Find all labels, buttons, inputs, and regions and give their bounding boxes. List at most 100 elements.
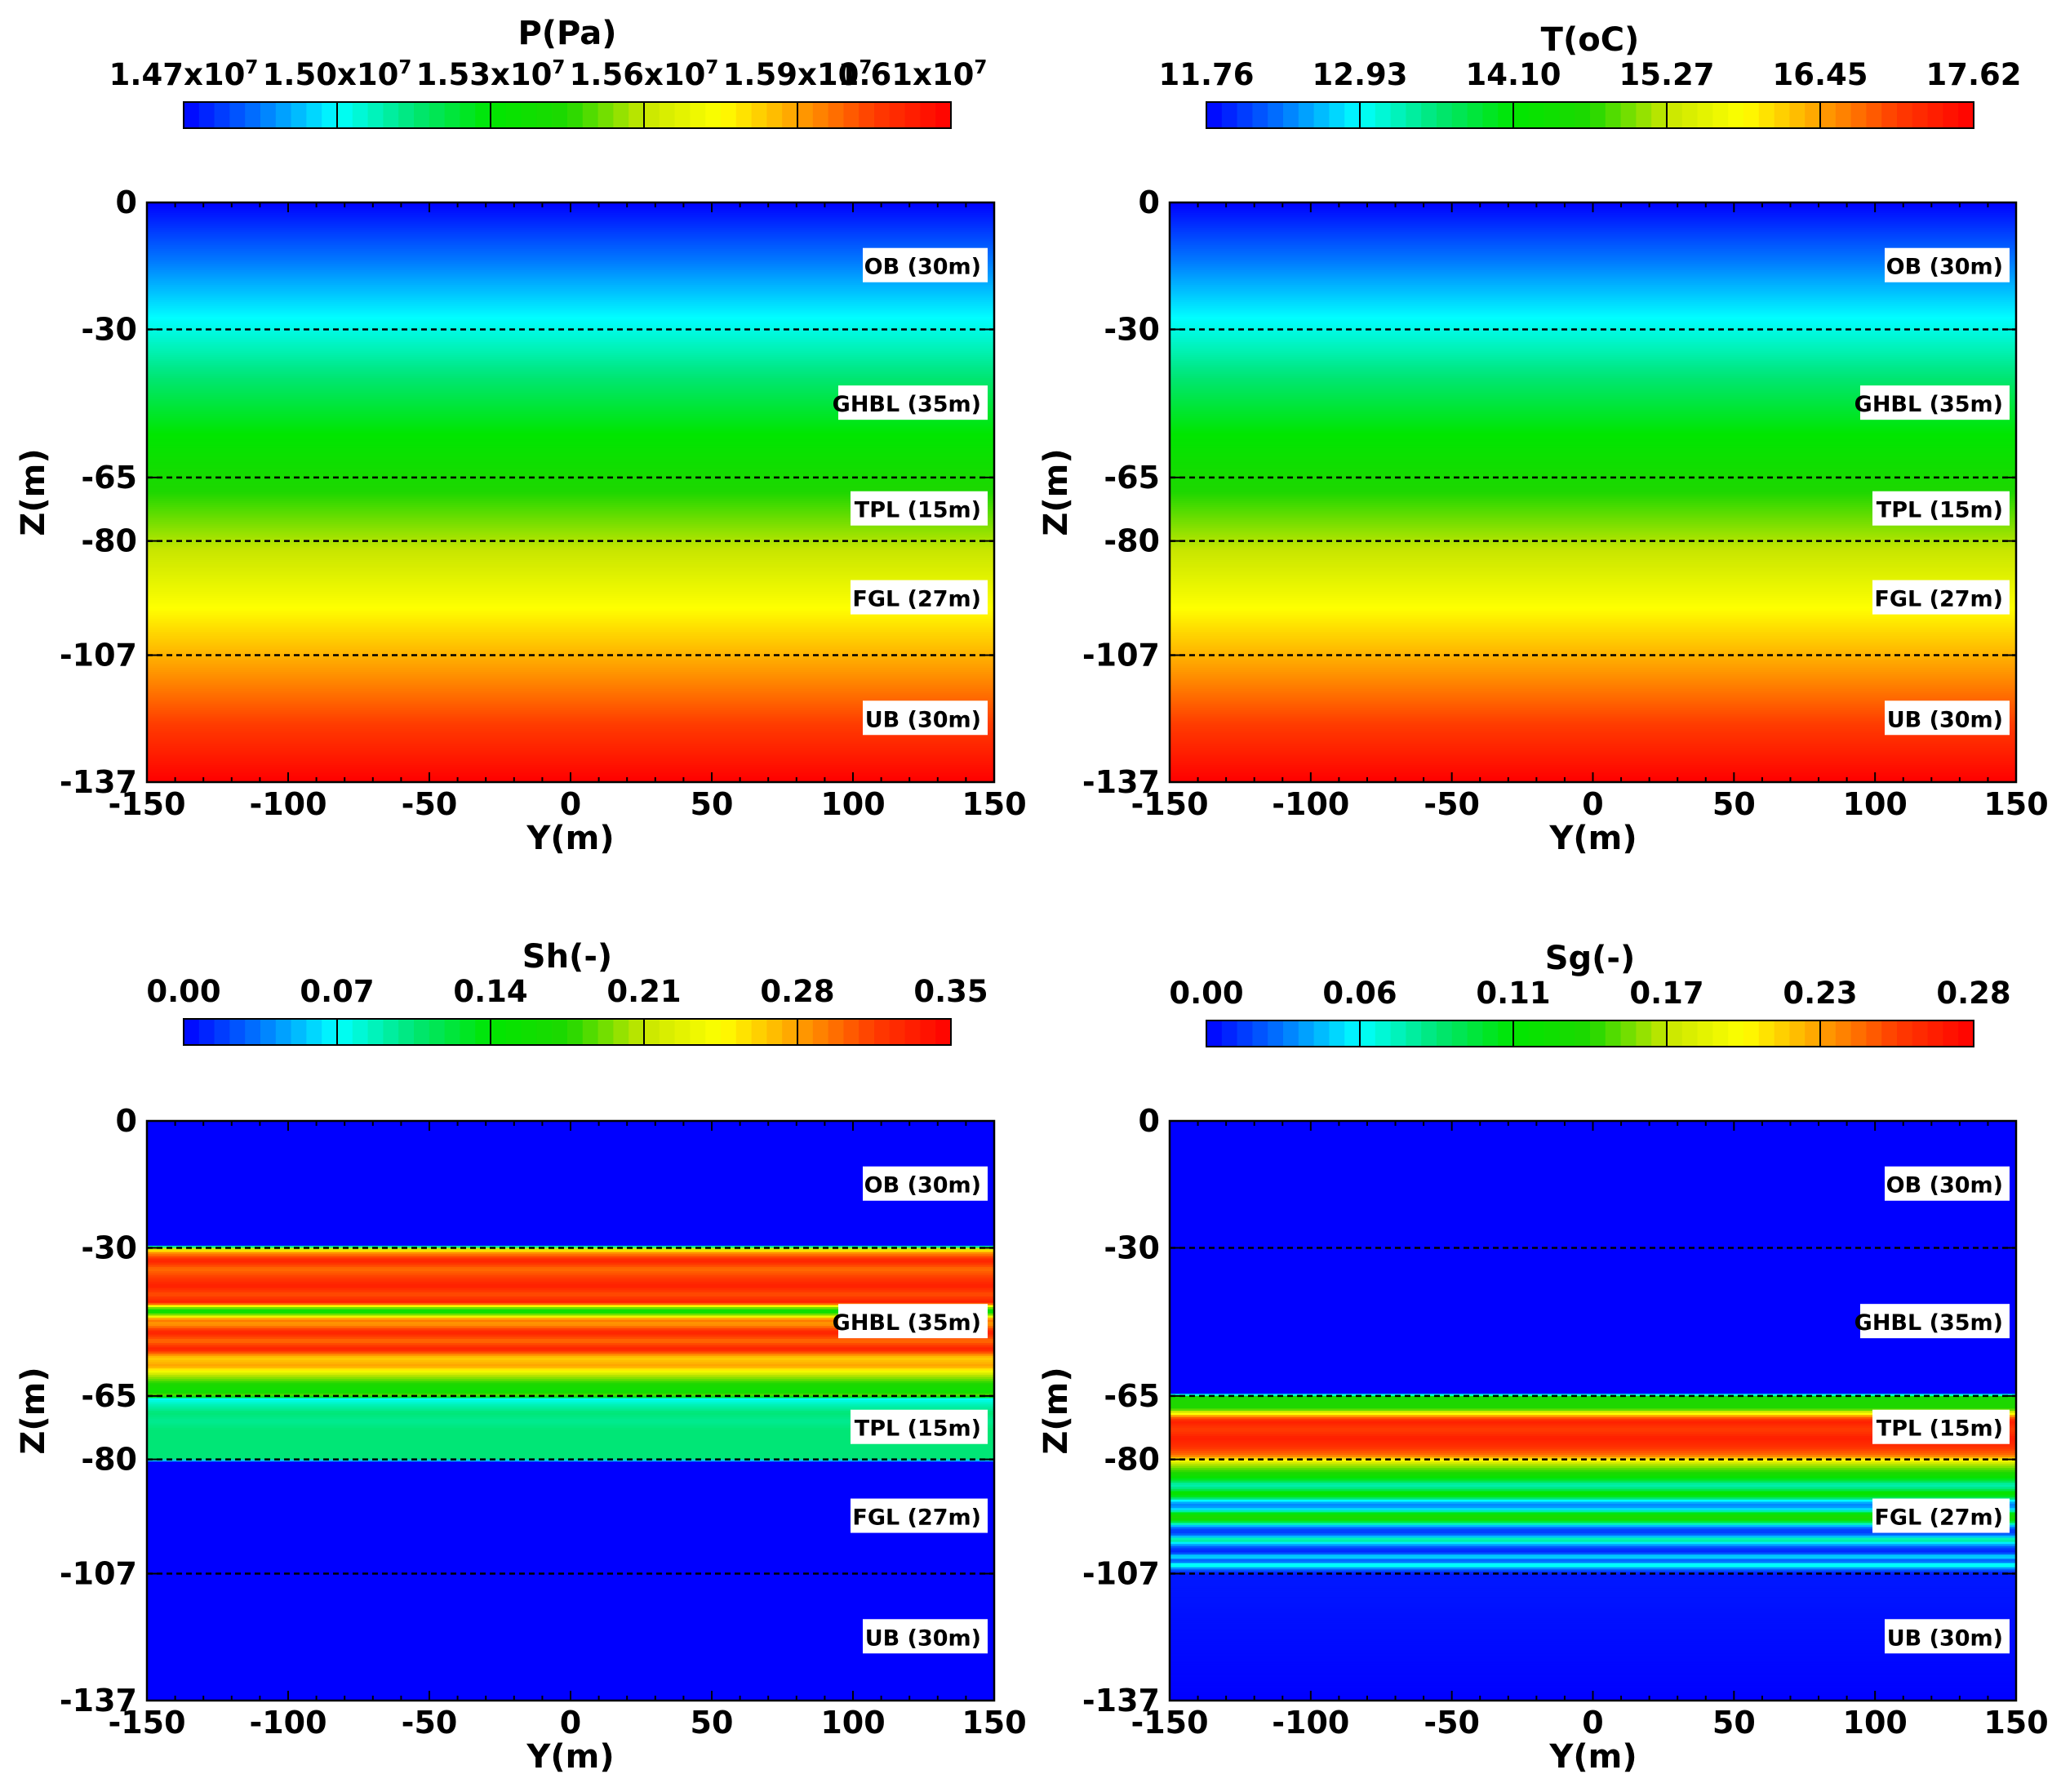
field-band <box>1170 554 2016 557</box>
field-band <box>1170 318 2016 322</box>
colorbar-level <box>1820 1021 1837 1047</box>
field-band <box>147 606 994 610</box>
field-band <box>147 460 994 464</box>
field-band <box>147 312 994 316</box>
layer-label-background <box>863 1619 988 1654</box>
field-band <box>147 450 994 453</box>
field-band <box>147 1594 994 1598</box>
field-band <box>147 1347 994 1350</box>
field-band <box>147 585 994 589</box>
field-band <box>147 1470 994 1473</box>
field-band <box>147 494 994 497</box>
field-band <box>147 568 994 571</box>
x-tick-label: 0 <box>1582 786 1603 822</box>
field-band <box>147 1234 994 1238</box>
field-band <box>147 1137 994 1141</box>
field-band <box>147 365 994 368</box>
field-band <box>147 1541 994 1545</box>
field-band <box>147 604 994 607</box>
field-band <box>1170 1544 2016 1547</box>
field-band <box>147 1653 994 1657</box>
field-band <box>147 1370 994 1374</box>
field-band <box>1170 1265 2016 1268</box>
colorbar-level <box>460 102 476 128</box>
field-band <box>1170 769 2016 772</box>
field-band <box>147 373 994 377</box>
field-band <box>147 1332 994 1336</box>
field-band <box>147 1652 994 1655</box>
field-band <box>1170 1387 2016 1390</box>
colorbar-level <box>1651 1021 1668 1047</box>
field-band <box>1170 244 2016 248</box>
colorbar-level <box>322 1019 338 1045</box>
colorbar-level <box>1789 1021 1806 1047</box>
x-tick-label: 100 <box>1843 786 1908 822</box>
field-band <box>1170 1524 2016 1528</box>
field-band <box>147 668 994 671</box>
field-band <box>147 1645 994 1649</box>
field-band <box>1170 354 2016 358</box>
field-band <box>1170 382 2016 385</box>
field-band <box>147 426 994 430</box>
field-band <box>147 1198 994 1203</box>
field-band <box>147 1266 994 1270</box>
colorbar-level <box>1743 102 1760 128</box>
colorbar-level <box>1697 102 1713 128</box>
field-band <box>1170 665 2016 669</box>
field-band <box>1170 647 2016 650</box>
field-band <box>1170 612 2016 616</box>
colorbar-tick-label: 0.11 <box>1476 976 1550 1011</box>
field-band <box>147 1637 994 1640</box>
field-band <box>1170 705 2016 709</box>
field-band <box>147 683 994 686</box>
field-band <box>147 659 994 663</box>
y-axis-label: Z(m) <box>1037 1367 1075 1454</box>
field-band <box>1170 418 2016 421</box>
layer-boundaries <box>147 328 994 656</box>
layer-label-background <box>863 700 988 736</box>
field-band <box>147 1688 994 1691</box>
colorbar-level <box>1559 102 1575 128</box>
field-band <box>147 1362 994 1365</box>
field-band <box>1170 1327 2016 1332</box>
field-band <box>147 1605 994 1608</box>
field-band <box>1170 289 2016 292</box>
field-band <box>1170 1140 2016 1143</box>
field-band <box>1170 297 2016 300</box>
colorbar-level <box>1958 102 1974 128</box>
x-tick-label: 0 <box>560 1705 581 1741</box>
field-band <box>147 1205 994 1209</box>
colorbar-level <box>797 102 814 128</box>
colorbar-tick-label: 1.47x107 <box>109 57 259 92</box>
field-band <box>147 394 994 398</box>
field-band <box>147 1172 994 1175</box>
field-band <box>1170 1674 2016 1679</box>
colorbar-level <box>1758 1021 1775 1047</box>
field-band <box>147 647 994 650</box>
field-band <box>1170 741 2016 745</box>
field-band <box>147 1197 994 1200</box>
y-tick-label: -65 <box>1104 1378 1160 1414</box>
field-band <box>1170 1436 2016 1439</box>
field-band <box>1170 1359 2016 1363</box>
field-band <box>1170 1545 2016 1550</box>
field-band <box>1170 1229 2016 1232</box>
field-band <box>147 1381 994 1385</box>
field-band <box>1170 669 2016 674</box>
field-band <box>147 1287 994 1292</box>
field-band <box>147 1311 994 1314</box>
field-band <box>1170 1383 2016 1386</box>
x-tick-label: 50 <box>691 1705 734 1741</box>
field-band <box>147 401 994 404</box>
colorbar-tick-label: 1.56x107 <box>570 57 719 92</box>
field-band <box>147 465 994 468</box>
field-band <box>147 1283 994 1287</box>
field-band <box>1170 727 2016 731</box>
layer-label-background <box>1872 1409 2010 1444</box>
field-band <box>147 305 994 309</box>
field-band <box>1170 1421 2016 1425</box>
field-band <box>1170 1298 2016 1302</box>
colorbar-level <box>721 102 737 128</box>
colorbar-level <box>337 1019 353 1045</box>
colorbar-level <box>398 102 415 128</box>
